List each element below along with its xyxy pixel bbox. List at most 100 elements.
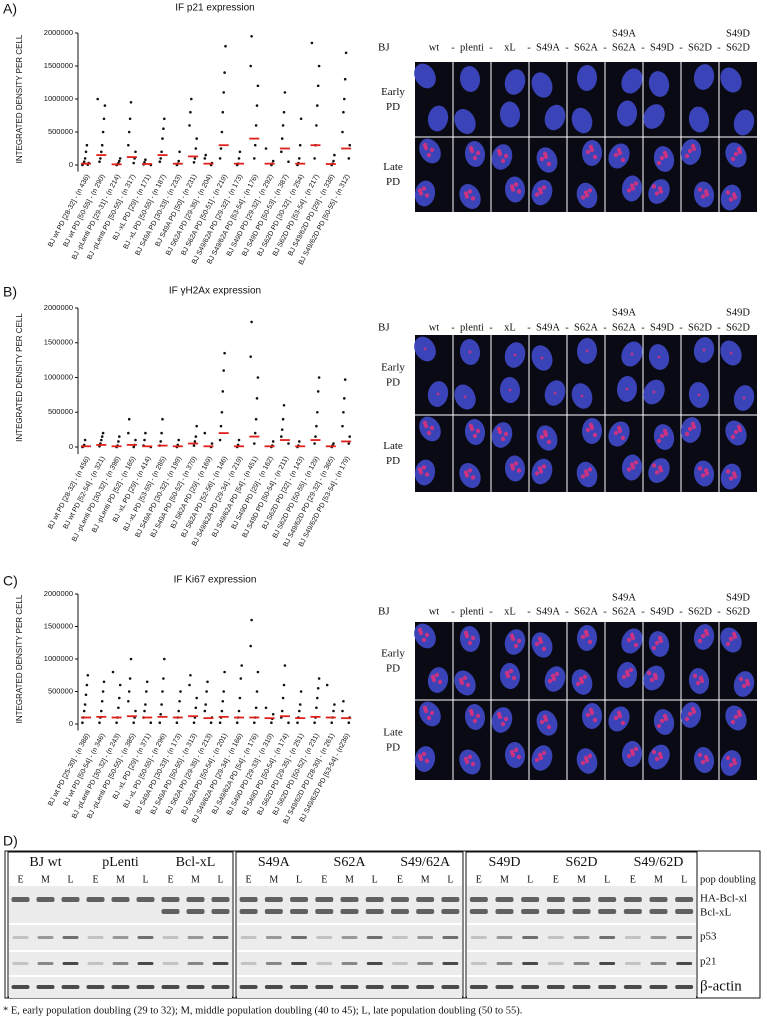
nuclear-stain bbox=[651, 645, 657, 651]
nuclear-stain bbox=[737, 427, 743, 433]
data-point bbox=[160, 431, 163, 435]
nuclear-stain bbox=[584, 193, 590, 198]
nuclear-stain bbox=[691, 146, 697, 152]
data-point bbox=[220, 130, 224, 134]
data-point bbox=[127, 699, 130, 703]
band bbox=[521, 985, 540, 989]
nuclear-stain bbox=[475, 150, 481, 156]
data-point bbox=[220, 410, 224, 414]
data-point bbox=[203, 709, 207, 713]
data-point bbox=[206, 680, 209, 684]
data-point bbox=[342, 110, 345, 114]
band bbox=[212, 936, 229, 939]
row-label: Late bbox=[383, 727, 403, 739]
nuclear-stain bbox=[704, 471, 710, 476]
data-point bbox=[287, 442, 290, 445]
band bbox=[623, 897, 642, 902]
data-point bbox=[195, 424, 198, 428]
nuclear-stain bbox=[684, 153, 690, 159]
nuclear-stain bbox=[429, 425, 435, 431]
nucleus bbox=[536, 710, 558, 736]
nucleus bbox=[648, 71, 670, 97]
data-point bbox=[127, 143, 130, 147]
data-point bbox=[190, 97, 193, 101]
nuclear-stain bbox=[697, 393, 701, 397]
data-point bbox=[280, 150, 283, 154]
column-separator: - bbox=[451, 606, 455, 617]
lane-label: E bbox=[17, 874, 23, 885]
data-point bbox=[101, 431, 105, 435]
data-point bbox=[239, 677, 243, 680]
band bbox=[37, 936, 54, 939]
nuclear-stain bbox=[704, 631, 710, 637]
column-separator: - bbox=[603, 322, 607, 333]
nuclear-stain bbox=[418, 191, 424, 196]
band bbox=[649, 909, 668, 914]
blot-strip bbox=[9, 886, 232, 923]
blot-strip bbox=[467, 886, 696, 923]
nuclear-stain bbox=[626, 188, 632, 193]
band bbox=[391, 962, 408, 965]
data-point bbox=[218, 721, 222, 724]
nuclear-stain bbox=[585, 427, 591, 433]
data-point bbox=[144, 431, 147, 435]
data-point bbox=[317, 376, 321, 379]
lane-label: L bbox=[296, 874, 302, 885]
row-label: PD bbox=[386, 742, 400, 754]
data-point bbox=[298, 143, 302, 147]
nucleus bbox=[621, 628, 643, 654]
nuclear-stain bbox=[654, 756, 660, 762]
nuclear-stain bbox=[630, 751, 636, 757]
data-point bbox=[342, 410, 345, 414]
data-point bbox=[81, 721, 84, 724]
band bbox=[239, 909, 258, 914]
lane-label: M bbox=[191, 874, 200, 885]
nuclear-stain bbox=[424, 472, 430, 477]
nuclear-stain bbox=[651, 463, 657, 468]
nucleus bbox=[531, 72, 553, 98]
band bbox=[366, 936, 383, 939]
data-point bbox=[129, 657, 133, 661]
nuclear-stain bbox=[540, 356, 544, 360]
data-point bbox=[189, 673, 192, 677]
column-separator: - bbox=[527, 322, 531, 333]
data-point bbox=[332, 709, 335, 713]
band bbox=[599, 962, 616, 965]
data-point bbox=[159, 440, 162, 443]
band bbox=[12, 962, 29, 965]
lane-label: M bbox=[500, 874, 509, 885]
panel-label: B) bbox=[3, 284, 17, 300]
nuclear-stain bbox=[613, 715, 619, 721]
band bbox=[239, 897, 258, 902]
nucleus bbox=[427, 667, 449, 693]
y-tick-label: 2000000 bbox=[44, 303, 73, 312]
nuclear-stain bbox=[429, 710, 435, 716]
band bbox=[291, 936, 308, 939]
data-point bbox=[127, 431, 130, 435]
nuclear-stain bbox=[423, 423, 429, 429]
data-point bbox=[100, 709, 103, 713]
band bbox=[675, 909, 694, 914]
column-label: xL bbox=[504, 322, 516, 333]
data-point bbox=[162, 127, 165, 130]
data-point bbox=[100, 143, 104, 147]
data-point bbox=[102, 680, 106, 684]
nucleus bbox=[454, 109, 476, 134]
row-label: PD bbox=[386, 377, 400, 389]
data-point bbox=[281, 417, 285, 421]
data-point bbox=[179, 690, 182, 693]
nuclear-stain bbox=[653, 675, 659, 681]
band bbox=[341, 962, 358, 965]
band bbox=[676, 936, 693, 939]
nuclear-stain bbox=[732, 760, 738, 766]
column-label: S49A bbox=[612, 28, 636, 39]
data-point bbox=[223, 351, 226, 355]
nuclear-stain bbox=[508, 388, 512, 392]
nuclear-stain bbox=[587, 753, 593, 759]
data-point bbox=[341, 130, 344, 134]
nuclear-stain bbox=[691, 709, 697, 715]
y-axis-label: INTEGRATED DENSITY PER CELL bbox=[15, 313, 24, 442]
data-point bbox=[194, 435, 198, 438]
nuclear-stain bbox=[534, 192, 540, 197]
